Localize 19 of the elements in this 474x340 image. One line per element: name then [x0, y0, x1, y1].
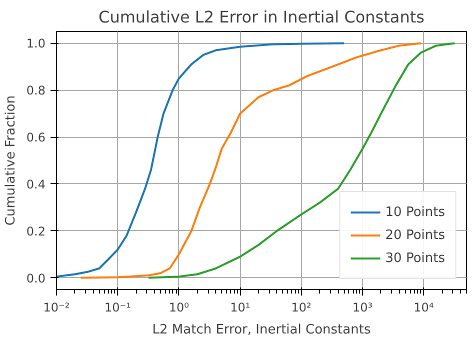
- y-axis-title: Cumulative Fraction: [3, 95, 18, 226]
- y-tick-label: 0.0: [26, 271, 46, 286]
- x-tick-label: 10²: [291, 300, 312, 314]
- y-tick-label: 1.0: [26, 36, 46, 51]
- x-tick-label: 10³: [352, 300, 373, 314]
- chart-title: Cumulative L2 Error in Inertial Constants: [98, 8, 424, 26]
- legend-label: 30 Points: [385, 250, 445, 266]
- x-tick-label: 10⁻²: [43, 300, 70, 314]
- x-axis-title: L2 Match Error, Inertial Constants: [152, 322, 371, 338]
- x-tick-label: 10⁻¹: [104, 300, 132, 314]
- y-tick-label: 0.8: [26, 84, 46, 98]
- y-tick-label: 0.6: [26, 130, 46, 145]
- y-tick-label: 0.4: [26, 177, 46, 192]
- y-tick-label: 0.2: [26, 224, 46, 238]
- x-tick-label: 10¹: [230, 300, 250, 314]
- legend-label: 10 Points: [385, 204, 445, 220]
- x-tick-label: 10⁴: [414, 300, 434, 314]
- x-tick-label: 10⁰: [168, 300, 190, 314]
- legend-label: 20 Points: [385, 228, 445, 242]
